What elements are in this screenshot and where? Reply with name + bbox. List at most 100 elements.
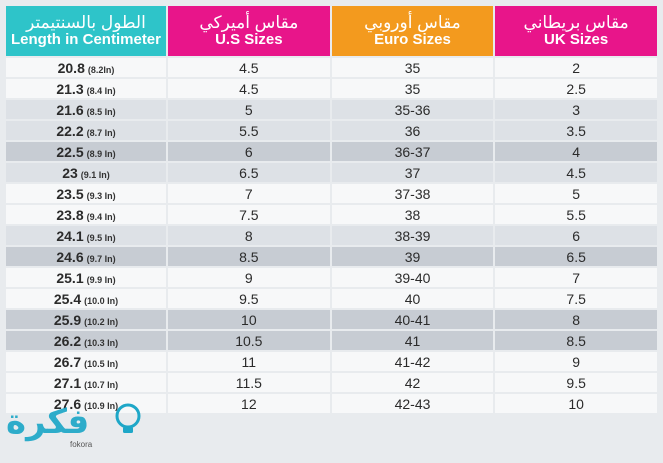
table-row: 26.2 (10.3 In) 10.5 41 8.5 xyxy=(6,331,657,350)
header-euro: مقاس أوروبي Euro Sizes xyxy=(331,6,494,56)
table-row: 25.4 (10.0 In) 9.5 40 7.5 xyxy=(6,289,657,308)
length-inch: (8.7 In) xyxy=(86,127,116,138)
length-inch: (10.5 In) xyxy=(84,358,119,369)
euro-size-cell: 40 xyxy=(331,289,494,308)
us-size-cell: 5.5 xyxy=(168,121,330,140)
lightbulb-icon xyxy=(115,403,141,433)
header-length-ar: الطول بالسنتيمتر xyxy=(26,13,146,33)
euro-size-cell: 38 xyxy=(331,205,494,224)
header-uk-en: UK Sizes xyxy=(544,31,609,49)
header-length: الطول بالسنتيمتر Length in Centimeter xyxy=(6,6,166,56)
uk-size-cell: 6 xyxy=(495,226,657,245)
uk-size-cell: 9 xyxy=(495,352,657,371)
uk-size-cell: 9.5 xyxy=(495,373,657,392)
length-cm: 25.4 xyxy=(53,290,82,307)
us-size-cell: 6.5 xyxy=(168,163,330,182)
watermark-logo-text: فكرة xyxy=(6,403,90,441)
watermark-logo-subtext: fokora xyxy=(70,440,93,449)
length-cm: 21.6 xyxy=(56,101,84,118)
length-cm: 25.9 xyxy=(53,311,82,328)
length-cell: 22.2 (8.7 In) xyxy=(6,121,166,140)
euro-size-cell: 42-43 xyxy=(331,394,494,413)
uk-size-cell: 2 xyxy=(495,58,657,77)
uk-size-cell: 5 xyxy=(495,184,657,203)
us-size-cell: 11.5 xyxy=(168,373,330,392)
length-inch: (10.9 In) xyxy=(84,400,119,411)
us-size-cell: 4.5 xyxy=(168,79,330,98)
length-cm: 26.2 xyxy=(53,332,82,349)
length-cell: 26.7 (10.5 In) xyxy=(6,352,166,371)
uk-size-cell: 2.5 xyxy=(495,79,657,98)
header-length-en: Length in Centimeter xyxy=(10,31,161,49)
length-cell: 21.3 (8.4 In) xyxy=(6,79,166,98)
euro-size-cell: 36 xyxy=(331,121,494,140)
length-inch: (10.2 In) xyxy=(84,316,119,327)
length-inch: (10.7 In) xyxy=(84,379,119,390)
table-row: 25.9 (10.2 In) 10 40-41 8 xyxy=(6,310,657,329)
us-size-cell: 11 xyxy=(168,352,330,371)
size-table: الطول بالسنتيمتر Length in Centimeter مق… xyxy=(4,4,659,415)
length-cm: 23.8 xyxy=(56,206,84,223)
length-cell: 23.8 (9.4 In) xyxy=(6,205,166,224)
header-euro-en: Euro Sizes xyxy=(374,31,451,49)
length-cell: 24.1 (9.5 In) xyxy=(6,226,166,245)
table-row: 22.5 (8.9 In) 6 36-37 4 xyxy=(6,142,657,161)
table-row: 23.8 (9.4 In) 7.5 38 5.5 xyxy=(6,205,657,224)
length-inch: (10.0 In) xyxy=(84,295,119,306)
header-uk: مقاس بريطاني UK Sizes xyxy=(495,6,657,56)
uk-size-cell: 7.5 xyxy=(495,289,657,308)
euro-size-cell: 36-37 xyxy=(331,142,494,161)
length-cm: 23 xyxy=(62,164,78,181)
us-size-cell: 7.5 xyxy=(168,205,330,224)
length-cm: 22.2 xyxy=(56,122,84,139)
us-size-cell: 5 xyxy=(168,100,330,119)
table-row: 24.1 (9.5 In) 8 38-39 6 xyxy=(6,226,657,245)
length-cell: 27.1 (10.7 In) xyxy=(6,373,166,392)
uk-size-cell: 3.5 xyxy=(495,121,657,140)
us-size-cell: 12 xyxy=(168,394,330,413)
us-size-cell: 7 xyxy=(168,184,330,203)
us-size-cell: 9.5 xyxy=(168,289,330,308)
uk-size-cell: 6.5 xyxy=(495,247,657,266)
us-size-cell: 10.5 xyxy=(168,331,330,350)
length-inch: (8.2In) xyxy=(87,64,115,75)
length-inch: (9.7 In) xyxy=(86,253,116,264)
length-cm: 27.1 xyxy=(53,374,82,391)
euro-size-cell: 39-40 xyxy=(331,268,494,287)
euro-size-cell: 38-39 xyxy=(331,226,494,245)
length-cm: 27.6 xyxy=(53,395,82,412)
euro-size-cell: 35-36 xyxy=(331,100,494,119)
table-row: 23 (9.1 In) 6.5 37 4.5 xyxy=(6,163,657,182)
length-inch: (10.3 In) xyxy=(84,337,119,348)
uk-size-cell: 4 xyxy=(495,142,657,161)
length-cell: 23 (9.1 In) xyxy=(6,163,166,182)
us-size-cell: 9 xyxy=(168,268,330,287)
header-euro-ar: مقاس أوروبي xyxy=(364,13,461,33)
table-row: 23.5 (9.3 In) 7 37-38 5 xyxy=(6,184,657,203)
length-cm: 23.5 xyxy=(56,185,84,202)
euro-size-cell: 42 xyxy=(331,373,494,392)
length-cell: 25.9 (10.2 In) xyxy=(6,310,166,329)
uk-size-cell: 4.5 xyxy=(495,163,657,182)
length-cm: 24.1 xyxy=(56,227,84,244)
euro-size-cell: 41 xyxy=(331,331,494,350)
length-cm: 20.8 xyxy=(57,59,85,76)
length-cell: 20.8 (8.2In) xyxy=(6,58,166,77)
euro-size-cell: 35 xyxy=(331,58,494,77)
us-size-cell: 4.5 xyxy=(168,58,330,77)
euro-size-cell: 35 xyxy=(331,79,494,98)
us-size-cell: 10 xyxy=(168,310,330,329)
table-row: 27.6 (10.9 In) 12 42-43 10 xyxy=(6,394,657,413)
uk-size-cell: 3 xyxy=(495,100,657,119)
uk-size-cell: 7 xyxy=(495,268,657,287)
length-cm: 24.6 xyxy=(56,248,84,265)
length-inch: (9.1 In) xyxy=(80,169,110,180)
table-row: 26.7 (10.5 In) 11 41-42 9 xyxy=(6,352,657,371)
header-us: مقاس أميركي U.S Sizes xyxy=(168,6,330,56)
us-size-cell: 8 xyxy=(168,226,330,245)
header-us-en: U.S Sizes xyxy=(215,31,283,49)
length-cell: 24.6 (9.7 In) xyxy=(6,247,166,266)
length-inch: (9.9 In) xyxy=(86,274,116,285)
length-inch: (9.4 In) xyxy=(86,211,116,222)
length-cm: 26.7 xyxy=(53,353,82,370)
